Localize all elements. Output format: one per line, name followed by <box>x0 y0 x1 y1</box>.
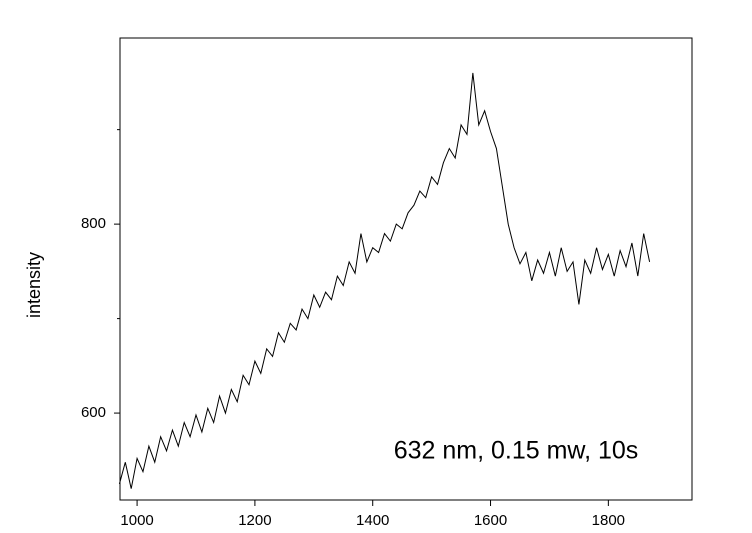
x-tick-label: 1800 <box>592 512 625 529</box>
y-tick-label: 600 <box>81 404 106 421</box>
x-tick-label: 1400 <box>356 512 389 529</box>
x-tick-label: 1600 <box>474 512 507 529</box>
x-tick-label: 1200 <box>238 512 271 529</box>
annotation: 632 nm, 0.15 mw, 10s <box>394 437 639 465</box>
y-tick-label: 800 <box>81 215 106 232</box>
spectrum-line <box>118 72 651 489</box>
y-axis-label: intensity <box>24 252 44 318</box>
plot-frame <box>119 37 693 501</box>
x-tick-label: 1000 <box>120 512 153 529</box>
